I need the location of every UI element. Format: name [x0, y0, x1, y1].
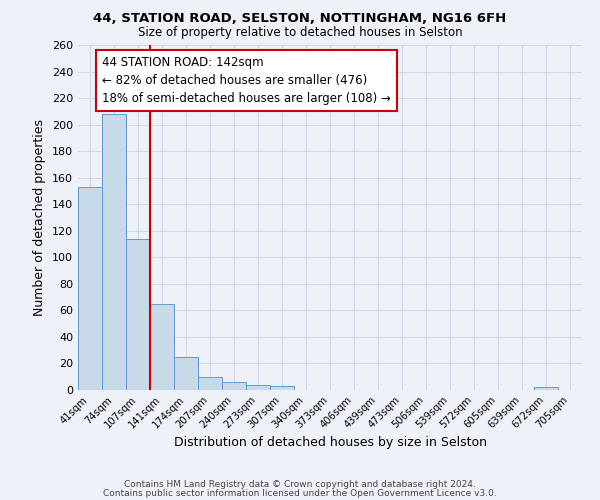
- Bar: [78, 187, 102, 390]
- Text: Contains HM Land Registry data © Crown copyright and database right 2024.: Contains HM Land Registry data © Crown c…: [124, 480, 476, 489]
- Text: 44, STATION ROAD, SELSTON, NOTTINGHAM, NG16 6FH: 44, STATION ROAD, SELSTON, NOTTINGHAM, N…: [94, 12, 506, 26]
- Text: 44 STATION ROAD: 142sqm
← 82% of detached houses are smaller (476)
18% of semi-d: 44 STATION ROAD: 142sqm ← 82% of detache…: [102, 56, 391, 104]
- Bar: [534, 388, 558, 390]
- Bar: [246, 384, 270, 390]
- Bar: [150, 304, 174, 390]
- Bar: [174, 357, 198, 390]
- Bar: [222, 382, 246, 390]
- Bar: [102, 114, 126, 390]
- Text: Contains public sector information licensed under the Open Government Licence v3: Contains public sector information licen…: [103, 488, 497, 498]
- X-axis label: Distribution of detached houses by size in Selston: Distribution of detached houses by size …: [173, 436, 487, 449]
- Y-axis label: Number of detached properties: Number of detached properties: [34, 119, 46, 316]
- Bar: [198, 376, 222, 390]
- Bar: [126, 238, 150, 390]
- Text: Size of property relative to detached houses in Selston: Size of property relative to detached ho…: [137, 26, 463, 39]
- Bar: [270, 386, 294, 390]
